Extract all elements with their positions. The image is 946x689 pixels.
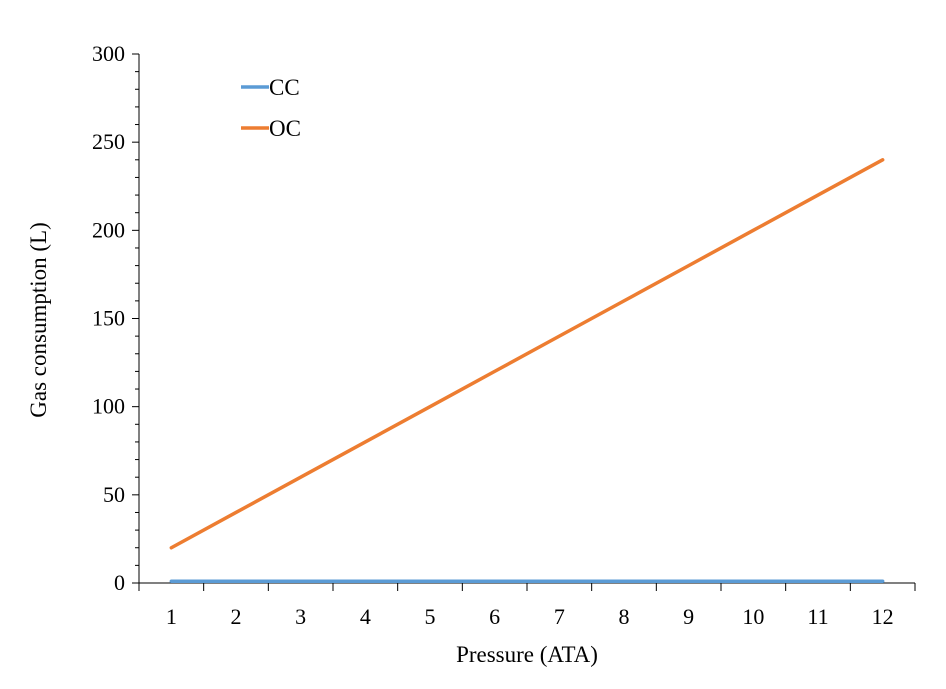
x-tick-label: 5 bbox=[425, 604, 436, 629]
y-tick-label: 200 bbox=[92, 217, 125, 242]
x-tick-label: 11 bbox=[807, 604, 828, 629]
x-tick-label: 1 bbox=[166, 604, 177, 629]
y-axis-title: Gas consumption (L) bbox=[26, 222, 51, 417]
x-tick-label: 12 bbox=[872, 604, 894, 629]
x-tick-label: 7 bbox=[554, 604, 565, 629]
x-tick-label: 9 bbox=[683, 604, 694, 629]
x-tick-label: 6 bbox=[489, 604, 500, 629]
x-tick-label: 8 bbox=[619, 604, 630, 629]
x-tick-label: 10 bbox=[742, 604, 764, 629]
y-tick-label: 0 bbox=[114, 570, 125, 595]
x-axis-title: Pressure (ATA) bbox=[456, 642, 598, 667]
y-axis: 0 50 100 150 200 250 300 bbox=[92, 41, 140, 595]
legend-label-oc: OC bbox=[269, 116, 301, 141]
x-tick-label: 4 bbox=[360, 604, 371, 629]
x-axis: 1 2 3 4 5 6 7 8 9 10 11 12 bbox=[138, 582, 916, 629]
y-tick-label: 250 bbox=[92, 129, 125, 154]
y-tick-label: 50 bbox=[103, 482, 125, 507]
series-layer bbox=[169, 158, 885, 583]
x-tick-label: 2 bbox=[231, 604, 242, 629]
y-tick-label: 150 bbox=[92, 306, 125, 331]
x-tick-label: 3 bbox=[295, 604, 306, 629]
y-tick-label: 100 bbox=[92, 394, 125, 419]
y-tick-label: 300 bbox=[92, 41, 125, 66]
legend: CC OC bbox=[241, 75, 301, 141]
legend-label-cc: CC bbox=[269, 75, 300, 100]
series-line-oc bbox=[169, 158, 885, 550]
